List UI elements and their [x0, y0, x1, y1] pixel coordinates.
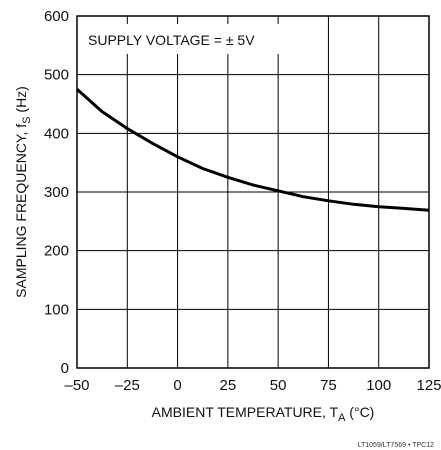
- y-axis-title-main: SAMPLING FREQUENCY, f: [13, 124, 29, 298]
- y-axis-title-unit: (Hz): [13, 86, 29, 116]
- x-tick-label: 50: [270, 377, 287, 394]
- y-tick-label: 100: [44, 301, 69, 318]
- y-tick-label: 0: [61, 360, 69, 377]
- y-tick-label: 400: [44, 125, 69, 142]
- grid-lines: [77, 16, 429, 368]
- figure-reference-code: LT1059/LT7569 • TPC12: [358, 442, 434, 449]
- x-axis-title-subscript: A: [338, 412, 346, 424]
- x-tick-label: 0: [173, 377, 181, 394]
- y-tick-label: 200: [44, 243, 69, 260]
- x-axis-title-unit: (°C): [345, 404, 374, 420]
- x-tick-label: 25: [220, 377, 237, 394]
- annotation-box: SUPPLY VOLTAGE = ± 5V: [80, 24, 295, 54]
- plot-frame: [76, 15, 430, 369]
- annotation-text: SUPPLY VOLTAGE = ± 5V: [88, 32, 255, 48]
- x-tick-label: 100: [366, 377, 391, 394]
- series-line: [76, 88, 430, 212]
- y-tick-label: 500: [44, 67, 69, 84]
- x-tick-label: –50: [64, 377, 89, 394]
- y-tick-label: 600: [44, 8, 69, 25]
- x-tick-label: 125: [416, 377, 441, 394]
- y-axis-title: SAMPLING FREQUENCY, fS (Hz): [13, 86, 33, 298]
- y-axis-title-subscript: S: [21, 116, 33, 123]
- series-layer: [76, 88, 430, 212]
- x-axis-title-main: AMBIENT TEMPERATURE, T: [152, 404, 339, 420]
- tick-labels: –50 –25 0 25 50 75 100 125 0 100 200 300 400 500 600: [44, 8, 441, 394]
- annotation-background: [80, 24, 295, 54]
- x-tick-label: –25: [115, 377, 140, 394]
- x-tick-label: 75: [320, 377, 337, 394]
- y-tick-label: 300: [44, 184, 69, 201]
- x-axis-title: AMBIENT TEMPERATURE, TA (°C): [152, 404, 375, 424]
